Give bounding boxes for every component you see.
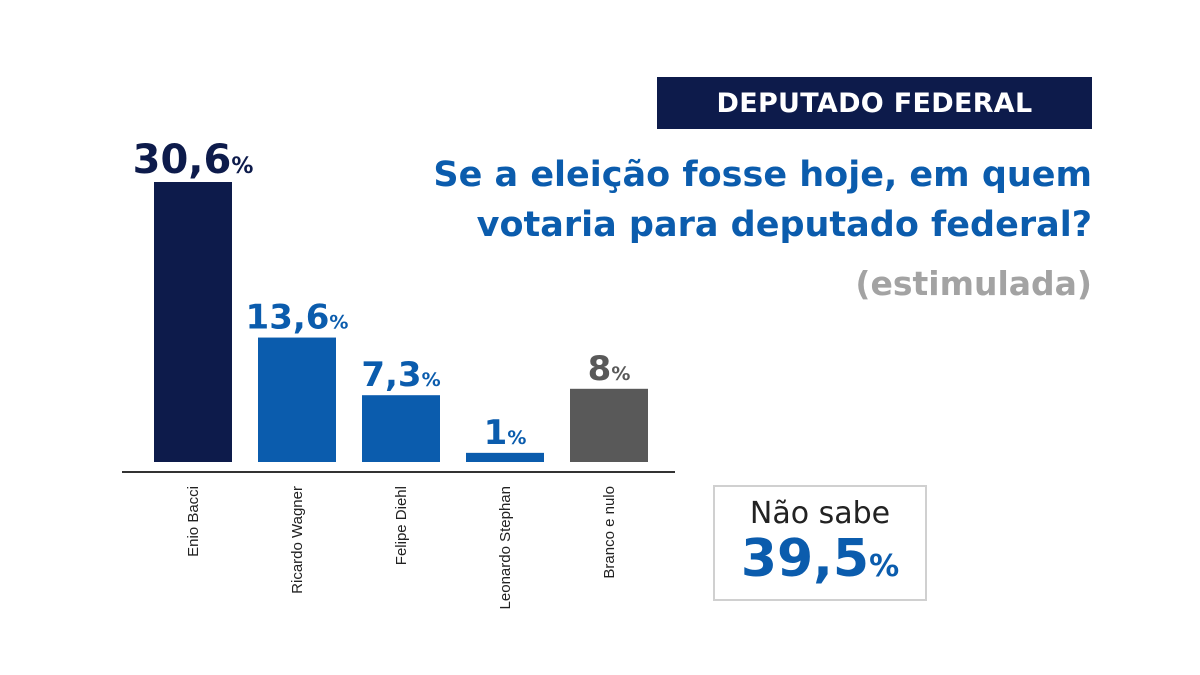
bar-value-label-2: 13,6% — [246, 298, 349, 338]
bar-3 — [362, 395, 440, 462]
nao-sabe-number: 39,5 — [740, 529, 870, 589]
section-badge: DEPUTADO FEDERAL — [657, 77, 1092, 129]
survey-type-note: (estimulada) — [855, 264, 1092, 303]
bar-1 — [154, 182, 232, 462]
bar-2 — [258, 337, 336, 462]
nao-sabe-label: Não sabe — [749, 496, 891, 531]
survey-question: Se a eleição fosse hoje, em quem votaria… — [433, 155, 1092, 245]
bar-5 — [570, 388, 648, 462]
category-label-3: Felipe Diehl — [393, 486, 410, 565]
category-label-1: Enio Bacci — [185, 486, 202, 557]
bar-4 — [466, 452, 544, 462]
bar-value-label-5: 8% — [588, 349, 631, 389]
category-label-4: Leonardo Stephan — [497, 486, 514, 609]
bar-value-label-1: 30,6% — [133, 137, 254, 183]
nao-sabe-percent: % — [869, 549, 900, 584]
nao-sabe-value: 39,5% — [715, 529, 925, 601]
bar-value-label-4: 1% — [484, 413, 527, 453]
category-label-5: Branco e nulo — [601, 486, 618, 579]
nao-sabe-box: Não sabe 39,5% — [713, 485, 927, 601]
category-label-2: Ricardo Wagner — [289, 486, 306, 594]
bar-value-label-3: 7,3% — [361, 355, 440, 395]
